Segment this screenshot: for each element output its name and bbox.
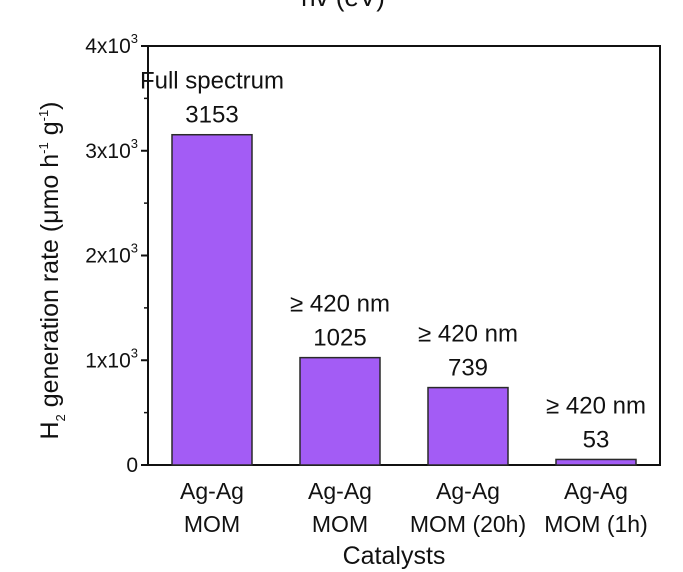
x-axis-categories: Ag-Ag MOM Ag-Ag MOM Ag-Ag MOM (20h) Ag-Ag MOM (… (180, 478, 648, 537)
x-category-label: MOM (1h) (544, 511, 648, 537)
bar-value-label: 53 (583, 426, 610, 453)
bar-condition-label: ≥ 420 nm (290, 291, 390, 318)
x-category-label: Ag-Ag (436, 478, 500, 504)
y-tick-label: 3x103 (85, 136, 138, 163)
bars (171, 133, 637, 466)
bar-value-label: 739 (448, 355, 488, 382)
x-axis-title: Catalysts (343, 542, 446, 570)
x-category-label: Ag-Ag (308, 478, 372, 504)
x-category-label: MOM (20h) (410, 511, 526, 537)
y-tick-label: 1x103 (85, 345, 138, 372)
bar-value-label: 3153 (185, 102, 238, 129)
bar-condition-label: ≥ 420 nm (418, 321, 518, 348)
x-category-label: Ag-Ag (564, 478, 628, 504)
y-axis: 0 1x103 2x103 3x103 4x103 (85, 31, 148, 477)
y-minor-ticks (144, 97, 148, 414)
cut-off-top-label: hv (eV) (301, 0, 385, 12)
bar (171, 133, 253, 466)
y-tick-label: 4x103 (85, 31, 138, 58)
x-category-label: MOM (184, 511, 240, 537)
x-category-label: MOM (312, 511, 368, 537)
y-tick-label: 2x103 (85, 241, 138, 268)
bar-condition-label: Full spectrum (140, 68, 284, 95)
bar-condition-label: ≥ 420 nm (546, 392, 646, 419)
y-axis-title: H2 generation rate (μmo h-1 g-1) (36, 102, 68, 440)
bar (427, 386, 509, 466)
bar (555, 458, 637, 466)
x-category-label: Ag-Ag (180, 478, 244, 504)
y-tick-label: 0 (126, 454, 138, 477)
bar (299, 356, 381, 466)
bar-annotations: 3153 Full spectrum 1025 ≥ 420 nm 739 ≥ 420 nm… (140, 68, 646, 454)
bar-value-label: 1025 (313, 325, 366, 352)
